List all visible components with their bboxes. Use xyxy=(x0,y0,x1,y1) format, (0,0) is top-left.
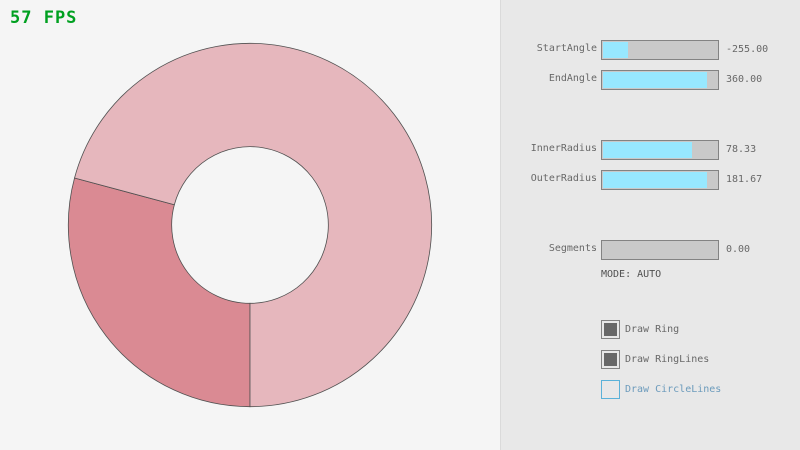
slider-outer-radius[interactable]: OuterRadius 181.67 xyxy=(501,170,800,190)
slider-label: EndAngle xyxy=(548,73,597,84)
slider-start-angle[interactable]: StartAngle -255.00 xyxy=(501,40,800,60)
mode-label: MODE: AUTO xyxy=(601,269,662,280)
slider-track[interactable] xyxy=(601,240,719,260)
checkbox-label: Draw Ring xyxy=(625,324,680,335)
checkbox-draw-ring[interactable]: Draw Ring xyxy=(601,320,800,340)
slider-track[interactable] xyxy=(601,70,719,90)
slider-label: OuterRadius xyxy=(530,173,597,184)
checkbox-label: Draw CircleLines xyxy=(625,384,722,395)
fps-counter: 57 FPS xyxy=(10,8,78,28)
slider-track[interactable] xyxy=(601,40,719,60)
slider-track[interactable] xyxy=(601,140,719,160)
slider-track[interactable] xyxy=(601,170,719,190)
slider-value: 78.33 xyxy=(726,144,757,155)
slider-fill xyxy=(603,142,692,158)
slider-inner-radius[interactable]: InnerRadius 78.33 xyxy=(501,140,800,160)
checkbox-box[interactable] xyxy=(601,350,620,369)
ring-canvas xyxy=(67,42,433,408)
slider-fill xyxy=(603,42,629,58)
check-mark xyxy=(604,323,617,336)
slider-label: InnerRadius xyxy=(530,143,597,154)
slider-value: 0.00 xyxy=(726,244,751,255)
slider-label: StartAngle xyxy=(536,43,597,54)
slider-value: 181.67 xyxy=(726,174,763,185)
slider-end-angle[interactable]: EndAngle 360.00 xyxy=(501,70,800,90)
slider-fill xyxy=(603,172,707,188)
controls-panel: StartAngle -255.00 EndAngle 360.00 Inner… xyxy=(500,0,800,450)
slider-label: Segments xyxy=(548,243,597,254)
checkbox-box[interactable] xyxy=(601,380,620,399)
slider-value: -255.00 xyxy=(726,44,769,55)
checkbox-draw-ring-lines[interactable]: Draw RingLines xyxy=(601,350,800,370)
checkbox-draw-circle-lines[interactable]: Draw CircleLines xyxy=(601,380,800,400)
checkbox-box[interactable] xyxy=(601,320,620,339)
ring-segment-overlap xyxy=(67,177,251,408)
slider-value: 360.00 xyxy=(726,74,763,85)
slider-segments[interactable]: Segments 0.00 xyxy=(501,240,800,260)
check-mark xyxy=(604,353,617,366)
ring-segment-single xyxy=(74,42,433,408)
checkbox-label: Draw RingLines xyxy=(625,354,710,365)
slider-fill xyxy=(603,72,707,88)
